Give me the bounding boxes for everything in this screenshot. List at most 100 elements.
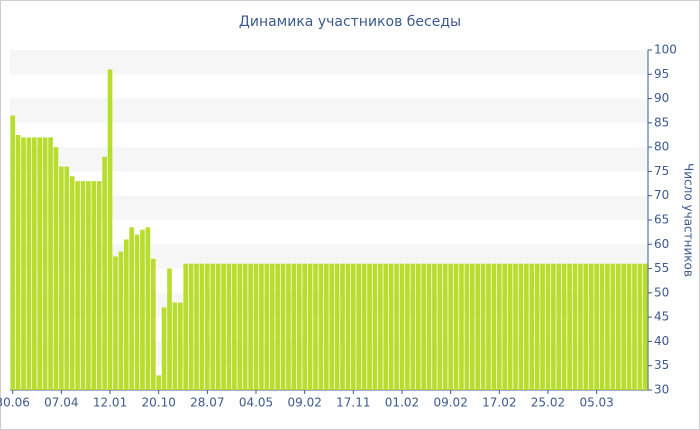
bar	[259, 263, 264, 390]
bar	[280, 263, 286, 390]
x-tick-label: 05.03	[579, 396, 613, 410]
bar	[383, 263, 389, 390]
x-tick-label: 28.07	[190, 396, 224, 410]
bar	[356, 263, 362, 390]
y-tick-label: 35	[654, 358, 669, 372]
bar	[96, 181, 102, 390]
bar	[205, 263, 210, 390]
bar	[313, 263, 318, 390]
x-tick-label: 01.02	[385, 396, 419, 410]
bar	[556, 263, 562, 390]
bar	[621, 263, 626, 390]
x-tick-label: 17.02	[482, 396, 516, 410]
bar	[561, 263, 567, 390]
bar	[69, 176, 75, 390]
bar	[610, 263, 616, 390]
y-tick-label: 30	[654, 383, 669, 397]
bar	[286, 263, 291, 390]
y-tick-label: 95	[654, 67, 669, 81]
bar	[21, 137, 26, 390]
bar	[480, 263, 486, 390]
bar	[340, 263, 345, 390]
y-tick-label: 50	[654, 285, 669, 299]
bar	[248, 263, 253, 390]
bar	[167, 268, 172, 390]
bar	[237, 263, 243, 390]
bar	[588, 263, 594, 390]
y-tick-label: 100	[654, 43, 677, 57]
bar	[496, 263, 502, 390]
bar	[232, 263, 237, 390]
bar	[102, 156, 107, 390]
bar	[421, 263, 426, 390]
bar	[264, 263, 270, 390]
bar	[188, 263, 194, 390]
x-tick-label: 09.02	[287, 396, 321, 410]
bar	[64, 166, 70, 390]
y-tick-label: 40	[654, 334, 669, 348]
bar	[80, 181, 86, 390]
bar	[367, 263, 372, 390]
bar	[410, 263, 416, 390]
bar	[113, 256, 118, 390]
bar	[161, 307, 167, 390]
bar	[545, 263, 551, 390]
bar	[26, 137, 32, 390]
bar	[599, 263, 605, 390]
grid-band	[10, 50, 648, 75]
bar	[329, 263, 335, 390]
bar	[150, 258, 156, 390]
bar	[302, 263, 307, 390]
bar	[307, 263, 313, 390]
y-tick-label: 80	[654, 140, 669, 154]
bar	[296, 263, 302, 390]
bar	[378, 263, 383, 390]
bar	[10, 115, 16, 391]
bar	[524, 263, 529, 390]
bar	[86, 181, 91, 390]
bar	[53, 147, 59, 390]
bar	[626, 263, 632, 390]
bar	[567, 263, 572, 390]
bar	[540, 263, 545, 390]
bar	[118, 251, 124, 390]
y-tick-label: 45	[654, 310, 669, 324]
bar	[534, 263, 540, 390]
y-tick-label: 75	[654, 164, 669, 178]
x-tick-label: 07.04	[44, 396, 78, 410]
bar	[513, 263, 518, 390]
bar	[129, 227, 134, 390]
bar	[215, 263, 221, 390]
bar	[199, 263, 205, 390]
x-tick-label: 25.02	[531, 396, 565, 410]
x-tick-label: 09.02	[433, 396, 467, 410]
bar	[594, 263, 599, 390]
bar	[583, 263, 589, 390]
bar	[183, 263, 189, 390]
y-tick-label: 90	[654, 91, 669, 105]
bar	[32, 137, 37, 390]
bar	[453, 263, 459, 390]
bar	[605, 263, 610, 390]
y-tick-label: 55	[654, 261, 669, 275]
bar	[253, 263, 259, 390]
bar	[37, 137, 43, 390]
x-tick-label: 04.05	[239, 396, 273, 410]
bar	[177, 302, 183, 390]
bar	[140, 229, 145, 390]
y-tick-label: 70	[654, 188, 669, 202]
bar	[637, 263, 643, 390]
bar	[291, 263, 297, 390]
bar	[464, 263, 470, 390]
bar	[486, 263, 491, 390]
bar	[145, 227, 151, 390]
bar	[269, 263, 275, 390]
bar	[42, 137, 48, 390]
bar	[334, 263, 340, 390]
bar	[399, 263, 405, 390]
bar	[318, 263, 324, 390]
bar	[351, 263, 356, 390]
bar	[615, 263, 621, 390]
x-tick-label: 12.01	[93, 396, 127, 410]
